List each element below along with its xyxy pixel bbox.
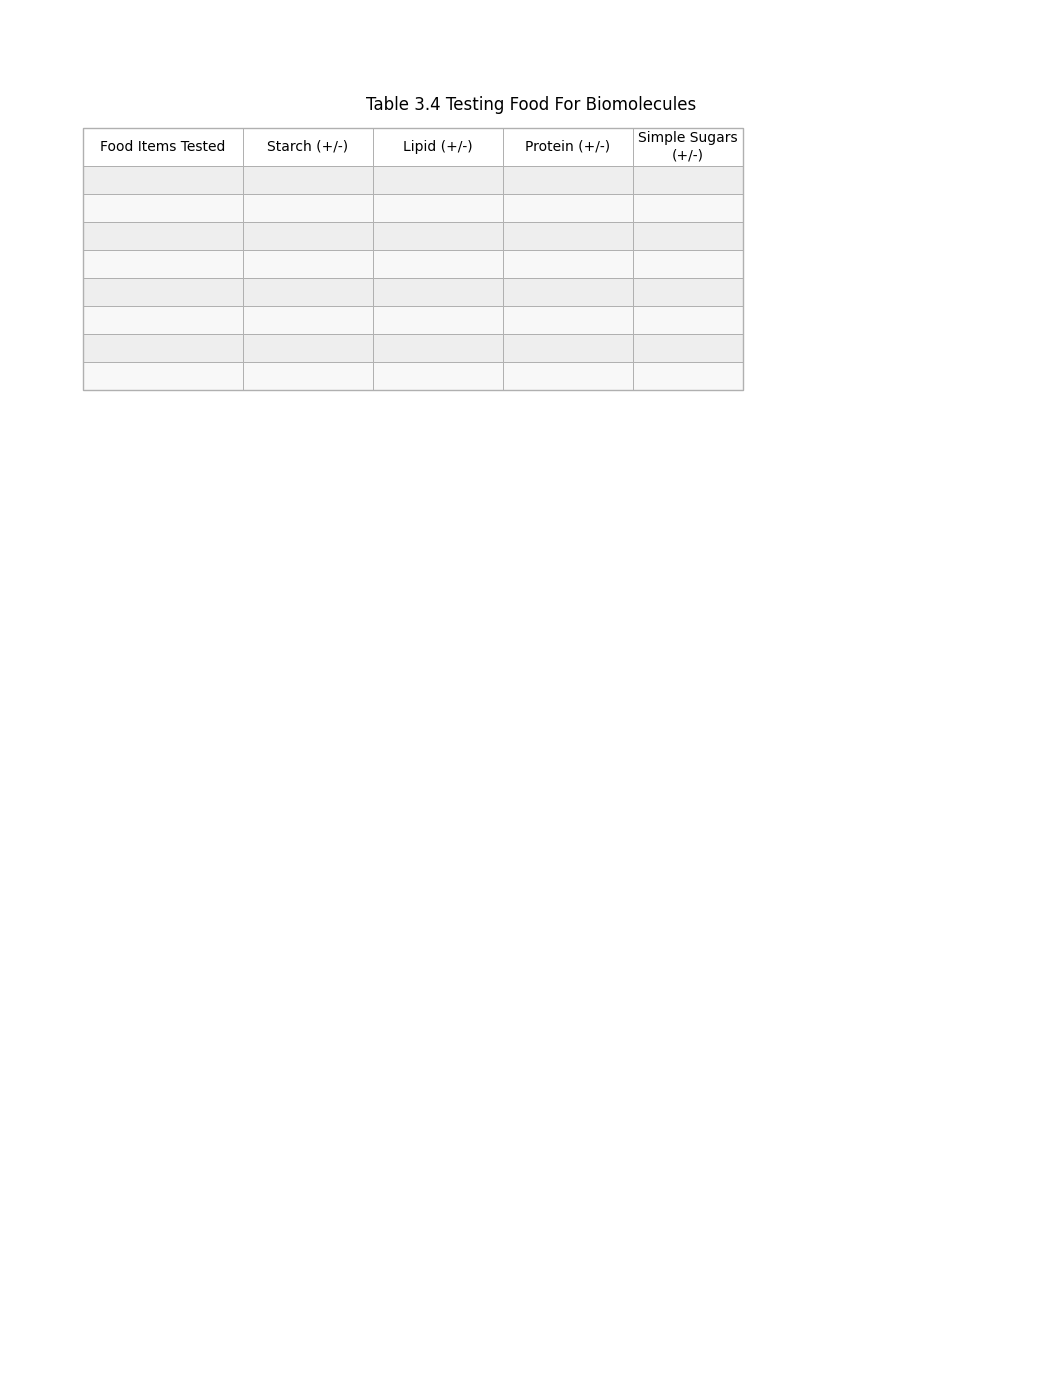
Bar <box>633 362 743 390</box>
Bar <box>243 167 373 194</box>
Bar <box>243 222 373 251</box>
Text: Lipid (+/-): Lipid (+/-) <box>404 140 473 154</box>
Bar <box>633 335 743 362</box>
Text: Starch (+/-): Starch (+/-) <box>268 140 348 154</box>
Bar <box>373 362 503 390</box>
Bar <box>243 362 373 390</box>
Bar <box>373 278 503 306</box>
Text: Food Items Tested: Food Items Tested <box>100 140 226 154</box>
Bar <box>373 128 503 167</box>
Bar <box>503 306 633 335</box>
Bar <box>633 278 743 306</box>
Bar <box>503 222 633 251</box>
Bar <box>503 335 633 362</box>
Bar <box>243 194 373 222</box>
Bar <box>503 362 633 390</box>
Bar <box>243 335 373 362</box>
Bar <box>633 222 743 251</box>
Bar <box>83 251 243 278</box>
Bar <box>503 167 633 194</box>
Bar <box>373 167 503 194</box>
Bar <box>83 128 743 390</box>
Bar <box>373 335 503 362</box>
Bar <box>503 251 633 278</box>
Bar <box>633 306 743 335</box>
Bar <box>83 278 243 306</box>
Text: Protein (+/-): Protein (+/-) <box>526 140 611 154</box>
Bar <box>243 278 373 306</box>
Bar <box>633 194 743 222</box>
Bar <box>503 278 633 306</box>
Bar <box>373 222 503 251</box>
Text: Table 3.4 Testing Food For Biomolecules: Table 3.4 Testing Food For Biomolecules <box>366 96 696 114</box>
Bar <box>243 128 373 167</box>
Bar <box>633 128 743 167</box>
Bar <box>83 222 243 251</box>
Bar <box>83 194 243 222</box>
Bar <box>83 128 243 167</box>
Bar <box>633 251 743 278</box>
Bar <box>83 167 243 194</box>
Bar <box>373 194 503 222</box>
Bar <box>633 167 743 194</box>
Bar <box>503 128 633 167</box>
Bar <box>83 362 243 390</box>
Bar <box>243 251 373 278</box>
Bar <box>373 306 503 335</box>
Bar <box>243 306 373 335</box>
Bar <box>83 335 243 362</box>
Text: Simple Sugars
(+/-): Simple Sugars (+/-) <box>638 131 738 162</box>
Bar <box>503 194 633 222</box>
Bar <box>373 251 503 278</box>
Bar <box>83 306 243 335</box>
